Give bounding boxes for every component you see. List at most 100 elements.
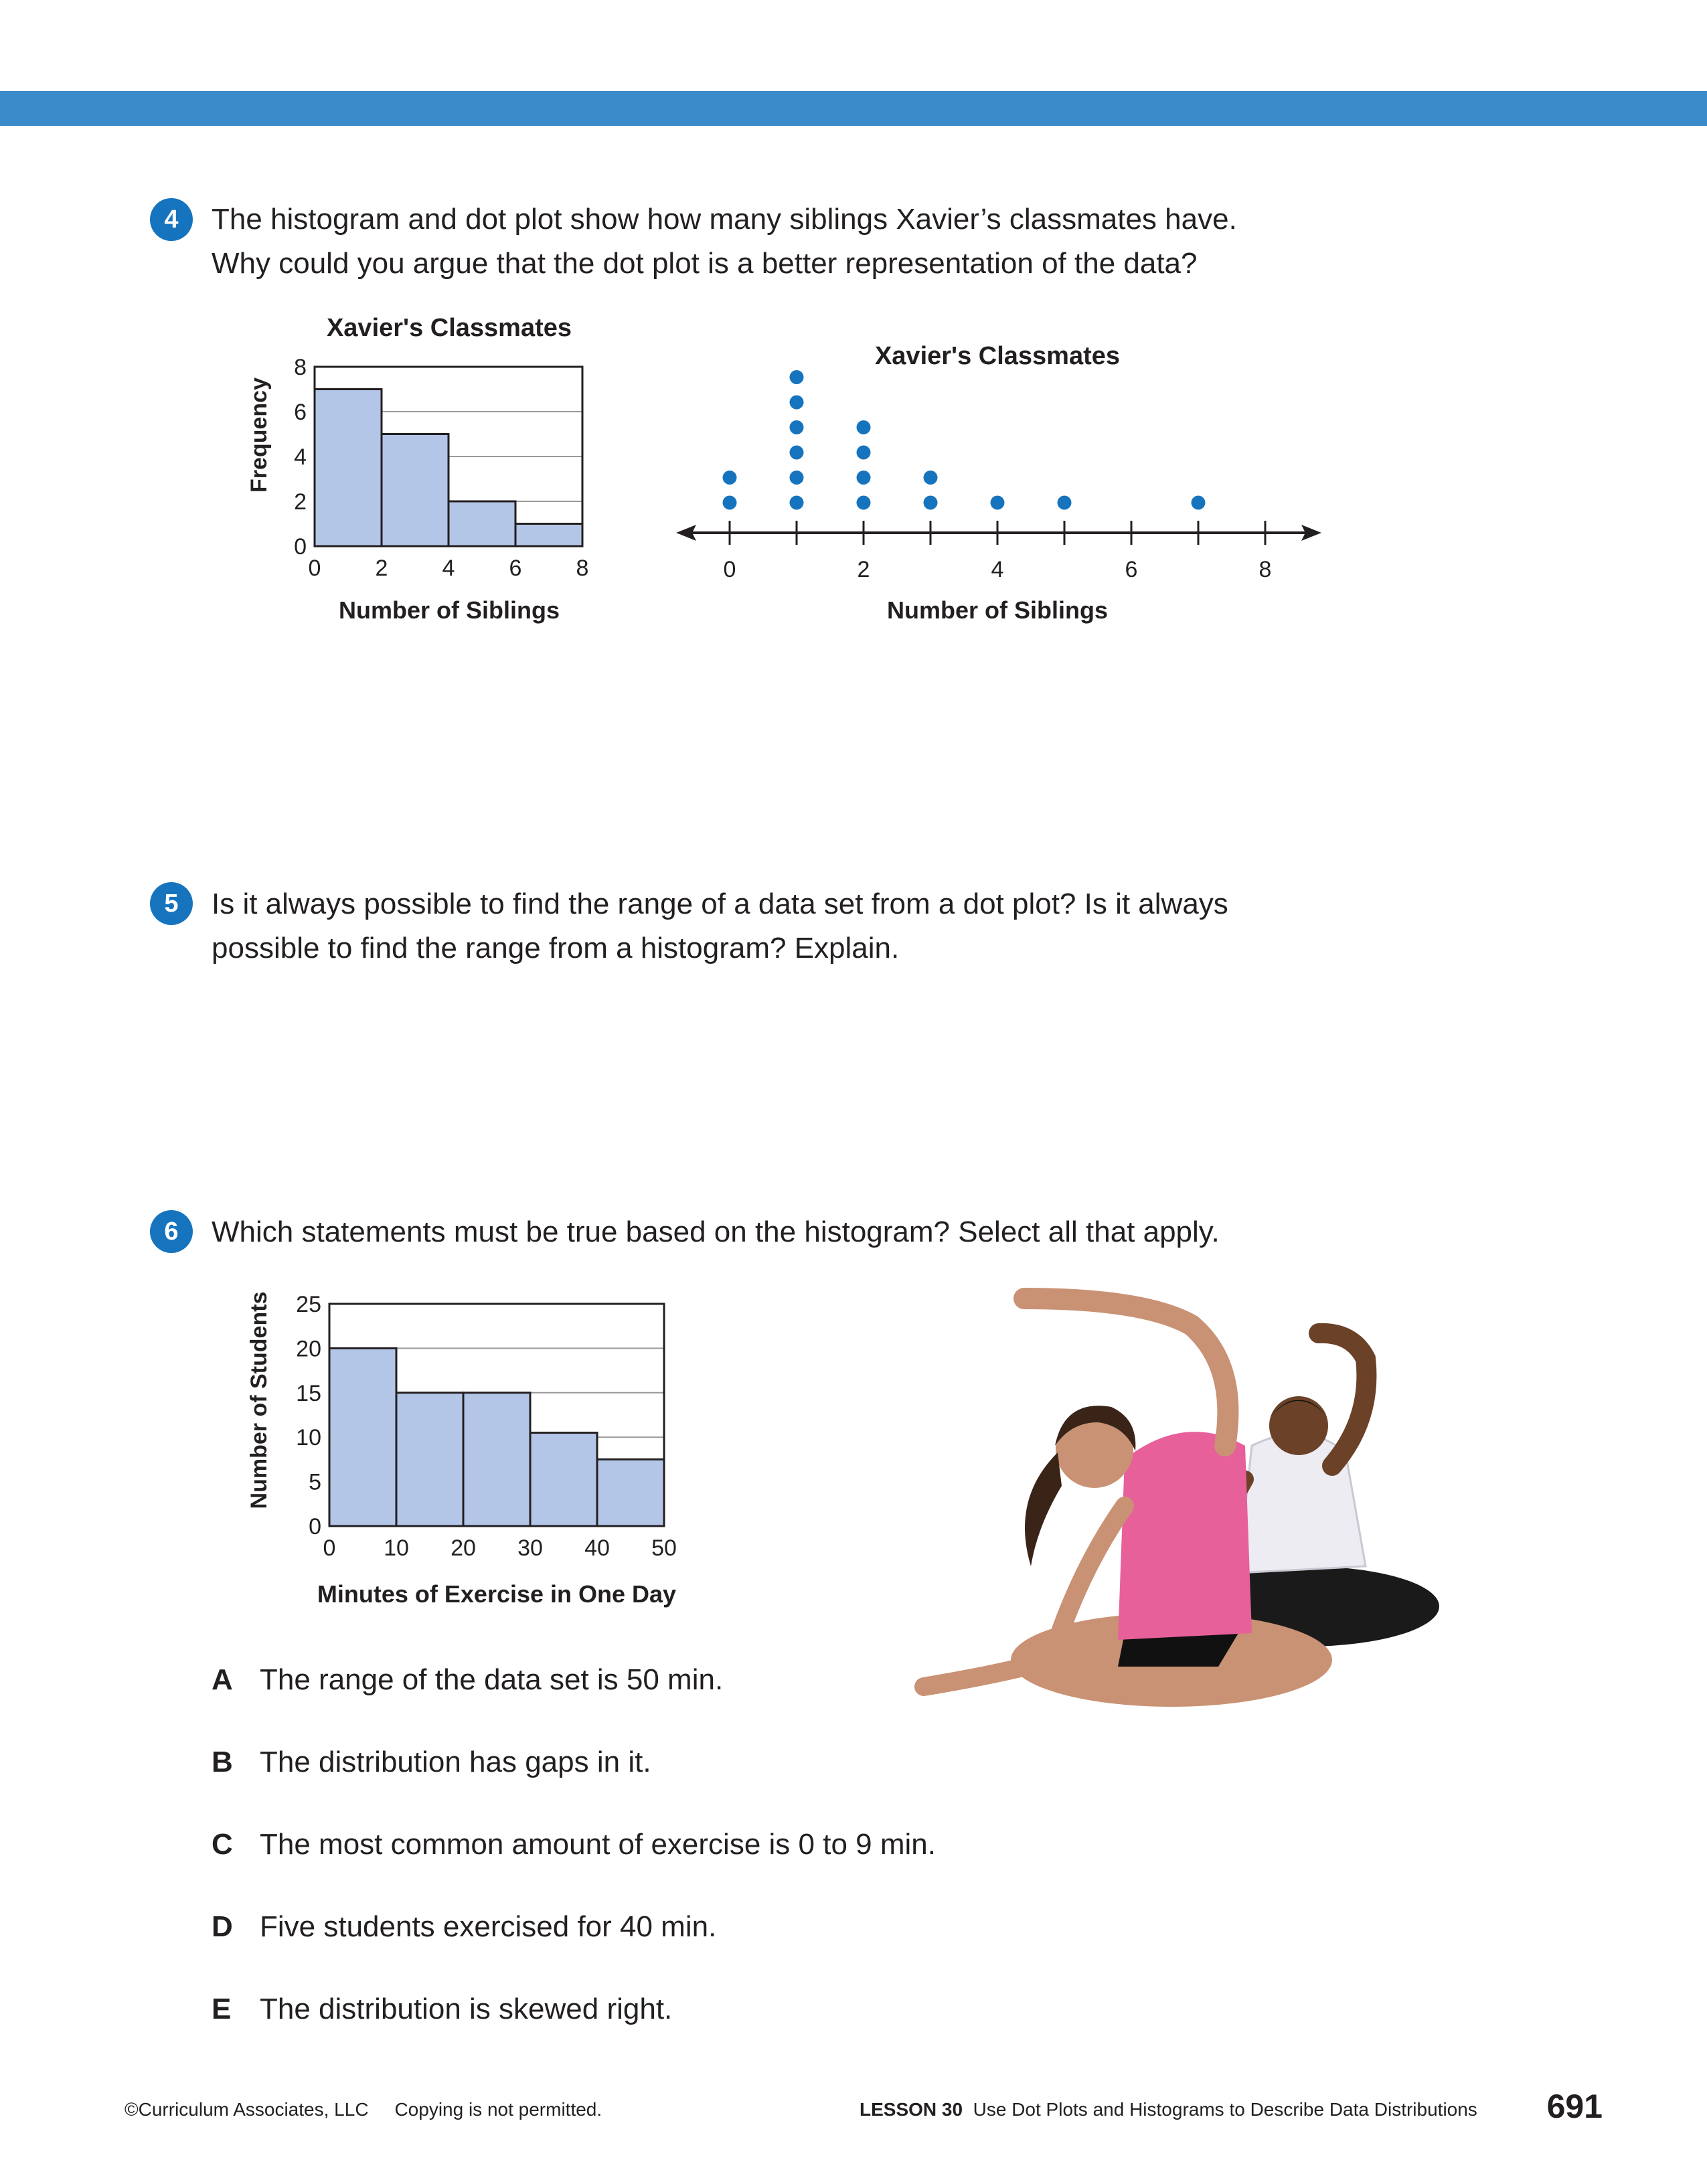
siblings-histogram-x-tick-label: 2 — [376, 556, 388, 581]
siblings-histogram-frame — [313, 365, 584, 548]
exercise-histogram-y-tick-label: 0 — [309, 1514, 321, 1539]
siblings-histogram-y-tick-label: 2 — [294, 489, 307, 515]
option-e-text: The distribution is skewed right. — [260, 1993, 673, 2025]
exercise-histogram-bar — [596, 1458, 665, 1527]
dot-plot-x-axis-label: Number of Siblings — [887, 596, 1108, 624]
dot-plot-dot — [789, 420, 804, 434]
exercise-histogram-x-tick-label: 10 — [384, 1535, 409, 1561]
exercise-histogram-x-axis-label: Minutes of Exercise in One Day — [317, 1580, 676, 1608]
option-a-letter: A — [212, 1663, 233, 1696]
exercise-histogram-bar — [328, 1347, 398, 1527]
question-5-number: 5 — [150, 882, 193, 925]
exercise-histogram-x-tick-label: 30 — [517, 1535, 543, 1561]
siblings-dot-plot: Xavier's Classmates Number of Siblings 0… — [676, 342, 1321, 624]
dot-plot-dot — [789, 495, 804, 510]
exercise-histogram-y-tick-label: 20 — [296, 1336, 321, 1361]
footer-notice: Copying is not permitted. — [394, 2099, 602, 2120]
exercise-histogram-x-tick-label: 50 — [651, 1535, 677, 1561]
option-c-letter: C — [212, 1828, 233, 1861]
question-6-text: Which statements must be true based on t… — [212, 1210, 1220, 1254]
option-a[interactable]: A The range of the data set is 50 min. — [212, 1660, 723, 1700]
dot-plot-right-arrow — [1301, 525, 1321, 541]
dot-plot-dot — [923, 495, 938, 510]
question-5-text: Is it always possible to find the range … — [212, 882, 1228, 971]
siblings-histogram-x-tick-label: 0 — [309, 556, 321, 581]
exercise-histogram-y-tick-label: 25 — [296, 1292, 321, 1317]
exercise-histogram-y-tick-label: 5 — [309, 1470, 321, 1495]
option-e-letter: E — [212, 1993, 232, 2025]
dot-plot-dot — [856, 445, 871, 460]
dot-plot-dot — [789, 471, 804, 485]
option-b-text: The distribution has gaps in it. — [260, 1746, 651, 1778]
option-b-letter: B — [212, 1746, 233, 1778]
question-6-line-1: Which statements must be true based on t… — [212, 1215, 1220, 1248]
footer-left: ©Curriculum Associates, LLC Copying is n… — [125, 2099, 602, 2120]
dot-plot-dot — [1191, 495, 1206, 510]
exercise-histogram-frame — [328, 1303, 665, 1527]
dot-plot-dot — [1057, 495, 1072, 510]
dot-plot-x-tick-label: 4 — [991, 557, 1004, 582]
question-6-number: 6 — [150, 1210, 193, 1253]
footer-lesson: LESSON 30 Use Dot Plots and Histograms t… — [860, 2099, 1477, 2120]
siblings-histogram-x-tick-label: 4 — [442, 556, 455, 581]
exercise-histogram-bar — [529, 1432, 598, 1527]
page-number: 691 — [1546, 2088, 1603, 2125]
exercise-histogram-bar — [395, 1392, 465, 1527]
option-e[interactable]: E The distribution is skewed right. — [212, 1989, 672, 2029]
dot-plot-dot — [856, 495, 871, 510]
siblings-histogram-bar — [514, 523, 584, 548]
question-5-line-2: possible to find the range from a histog… — [212, 932, 900, 964]
footer-copyright: ©Curriculum Associates, LLC — [125, 2099, 369, 2120]
exercise-histogram-x-tick-label: 20 — [451, 1535, 476, 1561]
exercise-histogram-bar — [462, 1392, 532, 1527]
exercise-histogram-x-tick-label: 0 — [323, 1535, 336, 1561]
option-b[interactable]: B The distribution has gaps in it. — [212, 1742, 651, 1782]
dot-plot-dot — [722, 471, 737, 485]
footer-lesson-label: LESSON 30 — [860, 2099, 963, 2120]
siblings-histogram-bar — [380, 433, 450, 548]
option-d[interactable]: D Five students exercised for 40 min. — [212, 1907, 716, 1947]
dot-plot-dot — [789, 445, 804, 460]
option-a-text: The range of the data set is 50 min. — [260, 1663, 724, 1696]
dot-plot-dot — [856, 471, 871, 485]
dot-plot-dot — [923, 471, 938, 485]
dot-plot-dot — [722, 495, 737, 510]
dot-plot-dot — [856, 420, 871, 434]
option-c-text: The most common amount of exercise is 0 … — [260, 1828, 936, 1861]
stretching-students-photo — [914, 1288, 1439, 1707]
footer-lesson-title: Use Dot Plots and Histograms to Describe… — [973, 2099, 1477, 2120]
dot-plot-x-tick-label: 8 — [1259, 557, 1272, 582]
option-d-letter: D — [212, 1910, 233, 1943]
siblings-histogram-x-axis-label: Number of Siblings — [339, 596, 560, 624]
dot-plot-title: Xavier's Classmates — [875, 342, 1120, 370]
exercise-histogram-y-axis-label: Number of Students — [246, 1292, 272, 1509]
question-4-number: 4 — [150, 198, 193, 241]
question-4-line-2: Why could you argue that the dot plot is… — [212, 247, 1198, 280]
siblings-histogram-x-tick-label: 6 — [509, 556, 522, 581]
dot-plot-left-arrow — [676, 525, 696, 541]
siblings-histogram-y-axis-label: Frequency — [246, 377, 272, 493]
question-4-text: The histogram and dot plot show how many… — [212, 197, 1237, 286]
option-d-text: Five students exercised for 40 min. — [260, 1910, 717, 1943]
siblings-histogram-bar — [313, 388, 383, 548]
siblings-histogram-y-tick-label: 8 — [294, 355, 307, 380]
dot-plot-dot — [789, 370, 804, 384]
dot-plot-x-tick-label: 2 — [858, 557, 870, 582]
siblings-histogram-title: Xavier's Classmates — [327, 314, 572, 342]
siblings-histogram-x-tick-label: 8 — [576, 556, 589, 581]
dot-plot-x-tick-label: 6 — [1125, 557, 1138, 582]
option-c[interactable]: C The most common amount of exercise is 0… — [212, 1825, 936, 1865]
siblings-histogram-bar — [447, 500, 517, 548]
siblings-histogram-y-tick-label: 0 — [294, 534, 307, 560]
exercise-histogram-y-tick-label: 15 — [296, 1381, 321, 1406]
siblings-histogram-y-tick-label: 6 — [294, 400, 307, 425]
siblings-histogram-y-tick-label: 4 — [294, 444, 307, 470]
question-5-line-1: Is it always possible to find the range … — [212, 888, 1228, 920]
siblings-histogram: Xavier's Classmates Frequency Number of … — [246, 314, 589, 624]
exercise-histogram-x-tick-label: 40 — [584, 1535, 610, 1561]
question-4-line-1: The histogram and dot plot show how many… — [212, 203, 1237, 236]
exercise-histogram-y-tick-label: 10 — [296, 1425, 321, 1450]
header-band — [0, 91, 1707, 126]
dot-plot-x-tick-label: 0 — [724, 557, 736, 582]
exercise-histogram: Number of Students Minutes of Exercise i… — [246, 1292, 677, 1608]
